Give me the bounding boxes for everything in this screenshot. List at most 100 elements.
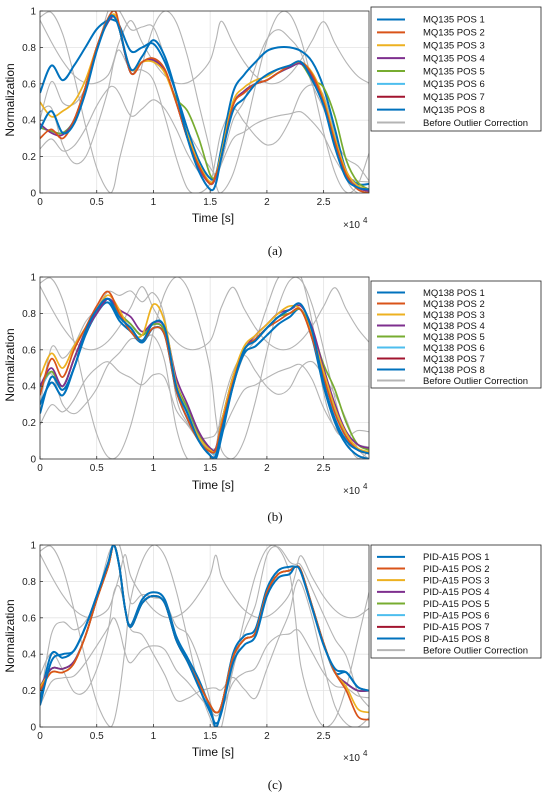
before-correction-line: [40, 579, 369, 727]
y-tick-label: 0: [30, 455, 36, 466]
y-tick-label: 0.4: [22, 650, 36, 661]
legend-entry-1: MQ138 POS 1: [423, 288, 485, 299]
axes-box: [39, 276, 370, 460]
y-tick-label: 0.6: [22, 79, 36, 90]
y-tick-label: 0: [30, 723, 36, 734]
axes-box: [39, 10, 370, 194]
x-tick-label: 1: [151, 731, 157, 742]
x-exponent-power: 4: [363, 482, 368, 491]
legend-entry-7: MQ135 POS 7: [423, 92, 485, 103]
x-tick-label: 0.5: [90, 197, 104, 208]
x-tick-label: 1.5: [203, 463, 217, 474]
plot-series-group: [40, 11, 369, 193]
y-tick-label: 1: [30, 7, 36, 18]
series-line-8: [40, 18, 369, 186]
x-axis-label: Time [s]: [192, 211, 234, 225]
x-exponent-label: ×10: [343, 486, 360, 497]
legend-entry-1: MQ135 POS 1: [423, 15, 485, 26]
x-axis-label: Time [s]: [192, 478, 234, 492]
x-tick-label: 0: [37, 463, 43, 474]
legend-entry-8: MQ135 POS 8: [423, 105, 485, 116]
legend-entry-2: MQ135 POS 2: [423, 28, 485, 39]
x-tick-label: 1: [151, 463, 157, 474]
chart-panel-b: 0 0.5 1 1.5 2 2.5 0 0.2 0.4 0.6 0.8 1 Time [s] Normal…: [3, 273, 542, 524]
legend-entry-4: MQ135 POS 4: [423, 53, 485, 64]
y-tick-label: 0.6: [22, 613, 36, 624]
plot-area: [40, 11, 369, 193]
legend-entry-3: MQ138 POS 3: [423, 310, 485, 321]
x-exponent-power: 4: [363, 749, 368, 758]
legend-entry-2: MQ138 POS 2: [423, 299, 485, 310]
legend-entry-5: PID-A15 POS 5: [423, 599, 490, 610]
panel-caption: (a): [268, 243, 282, 258]
legend-entry-before: Before Outlier Correction: [423, 118, 528, 129]
legend-entry-8: MQ138 POS 8: [423, 365, 485, 376]
series-line-1: [40, 297, 369, 459]
legend-entry-3: MQ135 POS 3: [423, 41, 485, 52]
series-line-1: [40, 14, 369, 192]
x-tick-label: 2.5: [317, 197, 331, 208]
before-correction-line: [40, 49, 369, 193]
legend-entry-6: MQ138 POS 6: [423, 343, 485, 354]
y-tick-label: 0: [30, 189, 36, 200]
y-tick-label: 0.2: [22, 686, 36, 697]
legend-entry-8: PID-A15 POS 8: [423, 634, 490, 645]
before-correction-line: [40, 334, 369, 459]
legend-entry-1: PID-A15 POS 1: [423, 552, 490, 563]
x-tick-label: 0: [37, 731, 43, 742]
chart-panel-a: 0 0.5 1 1.5 2 2.5 0 0.2 0.4 0.6 0.8 1 Time [s] Normal…: [3, 6, 542, 258]
x-tick-label: 2: [264, 731, 270, 742]
x-tick-label: 2.5: [317, 731, 331, 742]
x-tick-label: 1: [151, 197, 157, 208]
x-tick-label: 1.5: [203, 731, 217, 742]
x-tick-label: 0: [37, 197, 43, 208]
x-exponent-label: ×10: [343, 220, 360, 231]
y-axis-label: Normalization: [3, 328, 17, 401]
x-tick-label: 1.5: [203, 197, 217, 208]
plot-series-group: [40, 545, 369, 727]
before-correction-line: [40, 553, 369, 619]
x-tick-label: 0.5: [90, 463, 104, 474]
x-exponent-power: 4: [363, 216, 368, 225]
legend-entry-5: MQ138 POS 5: [423, 332, 485, 343]
legend-entry-4: MQ138 POS 4: [423, 321, 485, 332]
y-tick-label: 1: [30, 541, 36, 552]
x-tick-label: 0.5: [90, 731, 104, 742]
legend-entry-7: PID-A15 POS 7: [423, 622, 490, 633]
legend-entry-6: PID-A15 POS 6: [423, 610, 490, 621]
plot-series-group: [40, 277, 369, 459]
y-tick-label: 0.8: [22, 577, 36, 588]
before-correction-line: [40, 277, 369, 459]
x-tick-label: 2: [264, 197, 270, 208]
y-tick-label: 0.4: [22, 382, 36, 393]
series-line-4: [40, 297, 369, 452]
legend-entry-7: MQ138 POS 7: [423, 354, 485, 365]
legend-entry-5: MQ135 POS 5: [423, 66, 485, 77]
legend-entry-2: PID-A15 POS 2: [423, 564, 490, 575]
series-line-1: [40, 545, 369, 725]
y-tick-label: 0.2: [22, 418, 36, 429]
x-exponent-label: ×10: [343, 753, 360, 764]
legend-entry-6: MQ135 POS 6: [423, 79, 485, 90]
panel-caption: (b): [267, 509, 282, 524]
series-line-2: [40, 11, 369, 193]
x-tick-label: 2: [264, 463, 270, 474]
y-tick-label: 0.4: [22, 116, 36, 127]
before-correction-line: [40, 19, 369, 85]
y-tick-label: 0.8: [22, 309, 36, 320]
panel-caption: (c): [268, 777, 282, 792]
y-tick-label: 0.6: [22, 345, 36, 356]
legend-entry-4: PID-A15 POS 4: [423, 587, 490, 598]
chart-panel-c: 0 0.5 1 1.5 2 2.5 0 0.2 0.4 0.6 0.8 1 Time [s] Normal…: [3, 541, 542, 792]
series-line-2: [40, 290, 369, 455]
y-tick-label: 0.8: [22, 43, 36, 54]
before-correction-line: [40, 545, 369, 727]
y-tick-label: 0.2: [22, 152, 36, 163]
axes-box: [39, 544, 370, 728]
y-axis-label: Normalization: [3, 599, 17, 672]
legend-entry-before: Before Outlier Correction: [423, 645, 528, 656]
